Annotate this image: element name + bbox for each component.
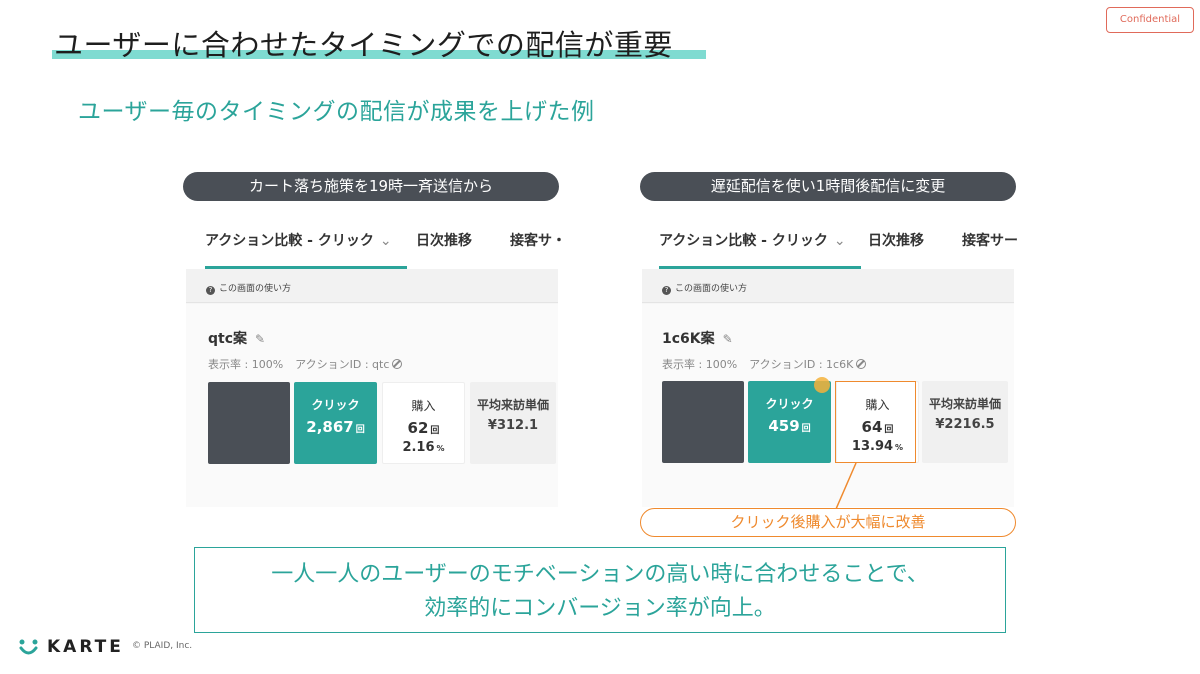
page-subtitle: ユーザー毎のタイミングの配信が成果を上げた例	[78, 99, 595, 125]
title-underline	[52, 50, 706, 59]
action-area: qtc案 ✎ 表示率 : 100% アクションID : qtc クリック 2,867…	[186, 304, 558, 507]
action-name: 1c6K案 ✎	[662, 331, 733, 347]
action-name: qtc案 ✎	[208, 331, 266, 347]
left-caption-pill: カート落ち施策を19時一斉送信から	[183, 172, 559, 201]
tab-service[interactable]: 接客サー	[962, 233, 1018, 249]
highlight-dot	[814, 377, 830, 393]
disabled-icon	[392, 359, 403, 369]
pencil-icon[interactable]: ✎	[722, 332, 733, 346]
help-link[interactable]: ? この画面の使い方	[186, 269, 558, 303]
disabled-icon	[856, 359, 867, 369]
tab-daily[interactable]: 日次推移	[416, 233, 472, 249]
conclusion-box: 一人一人のユーザーのモチベーションの高い時に合わせることで、 効率的にコンバージ…	[194, 547, 1006, 633]
chevron-down-icon: ⌄	[379, 233, 392, 249]
action-meta: 表示率 : 100% アクションID : qtc	[208, 356, 403, 372]
tab-action-compare[interactable]: アクション比較 - クリック ⌄	[659, 233, 846, 249]
tab-bar: アクション比較 - クリック ⌄ 日次推移 接客サー	[642, 202, 1018, 269]
copyright: © PLAID, Inc.	[132, 641, 193, 651]
purchase-metric: 購入 64 回 13.94%	[836, 381, 919, 463]
purchase-metric: 購入 62 回 2.16%	[382, 382, 465, 464]
conclusion-line-1: 一人一人のユーザーのモチベーションの高い時に合わせることで、	[271, 562, 929, 587]
karte-logo-mark	[19, 639, 38, 655]
question-icon: ?	[662, 286, 671, 295]
confidential-badge: Confidential	[1106, 7, 1194, 33]
question-icon: ?	[206, 286, 215, 295]
chevron-down-icon: ⌄	[833, 233, 846, 249]
action-meta: 表示率 : 100% アクションID : 1c6K	[662, 356, 867, 372]
tab-bar: アクション比較 - クリック ⌄ 日次推移 接客サ・	[186, 202, 566, 269]
active-tab-indicator	[659, 266, 861, 269]
purchase-highlight-box	[835, 381, 916, 463]
tab-daily[interactable]: 日次推移	[868, 233, 924, 249]
conclusion-line-2: 効率的にコンバージョン率が向上。	[424, 596, 776, 621]
report-card: ? この画面の使い方 qtc案 ✎ 表示率 : 100% アクションID : qtc …	[186, 269, 558, 507]
right-caption-pill: 遅延配信を使い1時間後配信に変更	[640, 172, 1016, 201]
pencil-icon[interactable]: ✎	[255, 332, 266, 346]
report-card: ? この画面の使い方 1c6K案 ✎ 表示率 : 100% アクションID : 1c6…	[642, 269, 1014, 507]
action-area: 1c6K案 ✎ 表示率 : 100% アクションID : 1c6K クリック 459…	[642, 304, 1014, 507]
tab-action-compare[interactable]: アクション比較 - クリック ⌄	[205, 233, 392, 249]
click-metric: クリック 459 回	[748, 381, 831, 463]
tab-service[interactable]: 接客サ・	[510, 233, 566, 249]
active-tab-indicator	[205, 266, 407, 269]
page-title: ユーザーに合わせたタイミングでの配信が重要	[54, 28, 673, 62]
improvement-callout: クリック後購入が大幅に改善	[640, 508, 1016, 537]
avg-visit-value-metric: 平均来訪単価 ¥2216.5	[922, 381, 1008, 463]
click-metric: クリック 2,867 回	[294, 382, 377, 464]
left-report-panel: アクション比較 - クリック ⌄ 日次推移 接客サ・ ? この画面の使い方 qtc案…	[186, 202, 566, 507]
thumbnail	[208, 382, 290, 464]
thumbnail	[662, 381, 744, 463]
right-report-panel: アクション比較 - クリック ⌄ 日次推移 接客サー ? この画面の使い方 1c6K…	[642, 202, 1018, 507]
help-link[interactable]: ? この画面の使い方	[642, 269, 1014, 303]
avg-visit-value-metric: 平均来訪単価 ¥312.1	[470, 382, 556, 464]
